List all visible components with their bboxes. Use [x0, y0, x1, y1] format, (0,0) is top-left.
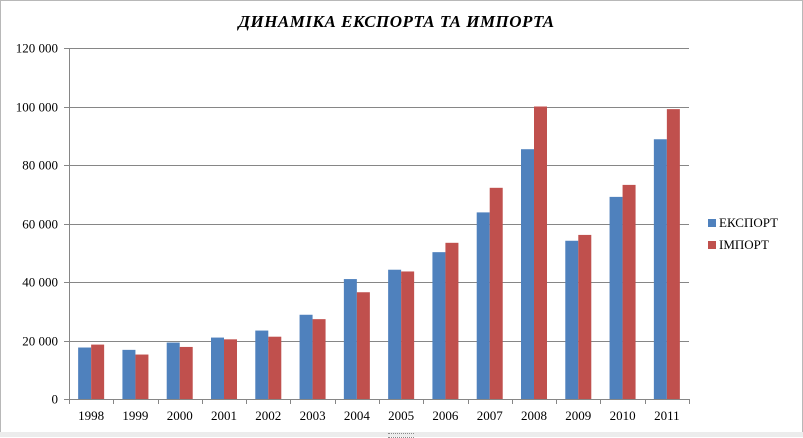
x-tick-label: 2001	[211, 408, 237, 423]
x-tick-label: 2011	[654, 408, 680, 423]
bar-import-2006	[445, 243, 458, 399]
bar-export-2009	[565, 241, 578, 399]
x-tick-label: 2000	[167, 408, 193, 423]
legend-swatch-import	[708, 241, 716, 249]
bar-import-1998	[91, 345, 104, 399]
bar-import-2001	[224, 339, 237, 399]
y-tick-label: 40 000	[22, 275, 58, 290]
x-tick-label: 2009	[565, 408, 591, 423]
bar-import-1999	[135, 355, 148, 399]
bar-import-2002	[268, 337, 281, 399]
bar-import-2003	[313, 319, 326, 399]
y-tick-label: 0	[52, 392, 59, 407]
x-tick-label: 1998	[78, 408, 104, 423]
legend: ЕКСПОРТ ІМПОРТ	[708, 212, 778, 256]
bar-export-2010	[610, 197, 623, 399]
x-tick-label: 2008	[521, 408, 547, 423]
bar-export-2004	[344, 279, 357, 399]
bar-import-2004	[357, 292, 370, 399]
bar-import-2008	[534, 107, 547, 400]
x-tick-label: 1999	[122, 408, 148, 423]
bar-import-2000	[180, 347, 193, 399]
bar-export-2002	[255, 331, 268, 399]
bar-export-2007	[477, 212, 490, 399]
bar-import-2010	[623, 185, 636, 399]
bar-import-2011	[667, 109, 680, 399]
resize-grip[interactable]	[388, 433, 414, 438]
bars	[78, 107, 680, 400]
bar-export-2011	[654, 139, 667, 399]
axes	[69, 48, 690, 404]
y-tick-labels: 0 20 000 40 000 60 000 80 000 100 000 120 000	[16, 41, 58, 407]
x-tick-label: 2010	[610, 408, 636, 423]
bar-export-1999	[122, 350, 135, 399]
legend-label-export: ЕКСПОРТ	[719, 215, 778, 231]
x-tick-label: 2006	[432, 408, 459, 423]
bar-import-2005	[401, 271, 414, 399]
x-tick-label: 2007	[477, 408, 504, 423]
x-tick-label: 2003	[300, 408, 326, 423]
bar-export-2003	[300, 315, 313, 399]
bar-export-2006	[432, 252, 445, 399]
bar-export-2005	[388, 270, 401, 399]
legend-label-import: ІМПОРТ	[719, 237, 769, 253]
x-tick-label: 2004	[344, 408, 371, 423]
x-tick-label: 2005	[388, 408, 414, 423]
y-tick-label: 60 000	[22, 217, 58, 232]
bar-import-2007	[490, 188, 503, 399]
bar-import-2009	[578, 235, 591, 399]
legend-item-export: ЕКСПОРТ	[708, 212, 778, 234]
y-tick-label: 20 000	[22, 334, 58, 349]
legend-item-import: ІМПОРТ	[708, 234, 778, 256]
legend-swatch-export	[708, 219, 716, 227]
bar-export-1998	[78, 348, 91, 399]
bar-export-2008	[521, 149, 534, 399]
y-tick-label: 80 000	[22, 158, 58, 173]
bar-export-2001	[211, 338, 224, 399]
y-tick-label: 100 000	[16, 100, 58, 115]
y-tick-label: 120 000	[16, 41, 58, 56]
bar-export-2000	[167, 343, 180, 399]
gridlines	[64, 49, 689, 400]
x-tick-label: 2002	[255, 408, 281, 423]
x-tick-labels: 1998 1999 2000 2001 2002 2003 2004 2005 2006 2007…	[78, 408, 679, 423]
